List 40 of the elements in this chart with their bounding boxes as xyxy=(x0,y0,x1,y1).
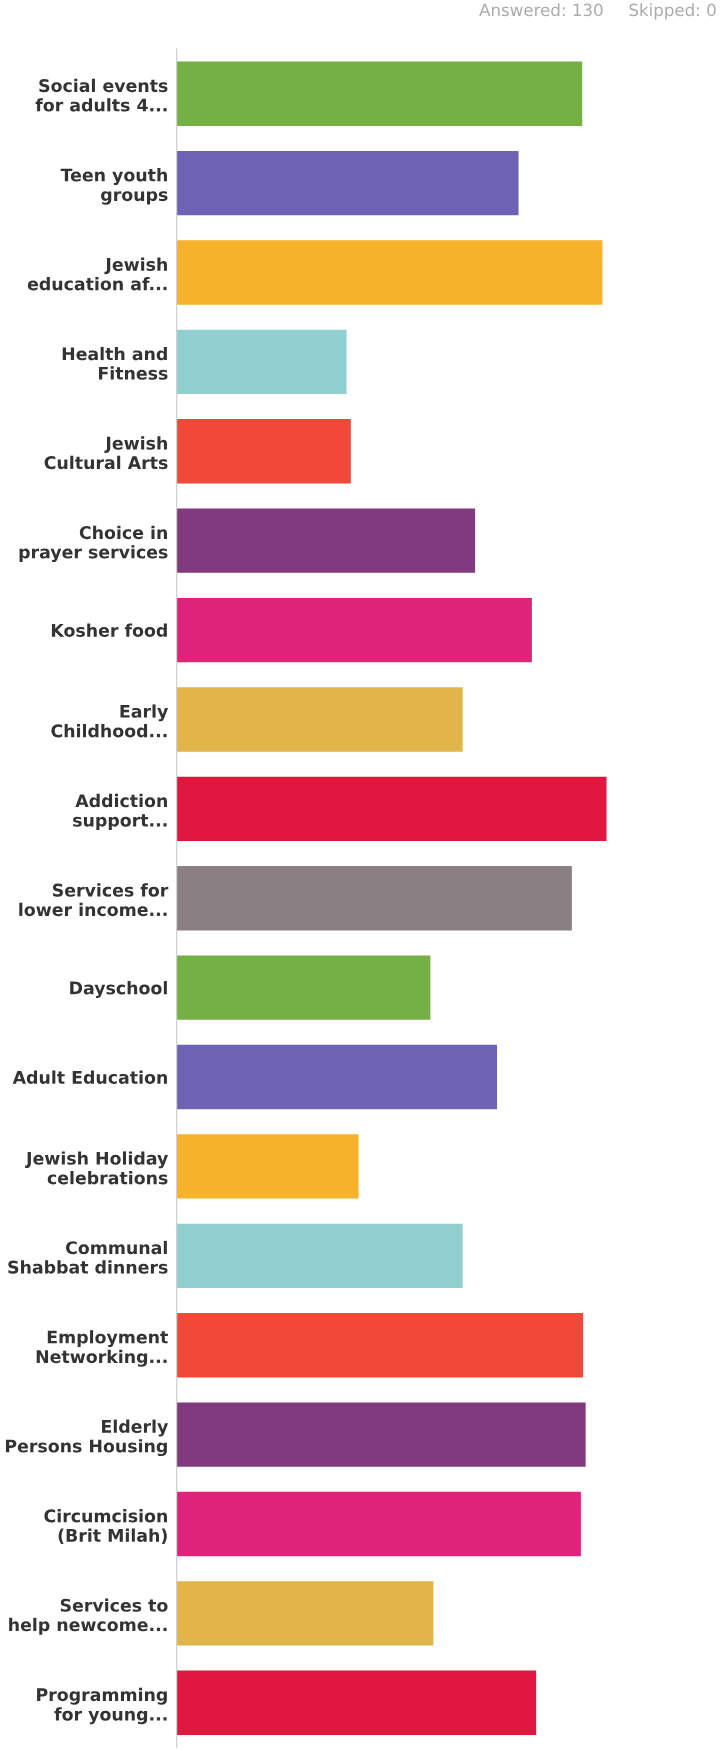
bar xyxy=(176,1134,359,1199)
y-tick-label: Dayschool xyxy=(70,981,167,998)
y-tick-label: Kosher food xyxy=(51,623,167,637)
y-tick-label: Services for lower income... xyxy=(19,883,169,917)
bar xyxy=(176,508,476,573)
y-tick-label: Health and Fitness xyxy=(62,346,168,380)
y-tick-label: Employment Networking... xyxy=(36,1330,168,1367)
bar xyxy=(176,1223,463,1289)
y-tick-label: Addiction support... xyxy=(73,793,167,831)
y-tick-label: Services to help newcome... xyxy=(9,1598,168,1635)
bar xyxy=(176,419,351,484)
bar xyxy=(176,597,532,663)
y-tick-label: Social events for adults 4... xyxy=(35,78,168,112)
y-tick-label: Jewish education af... xyxy=(27,257,167,291)
bar xyxy=(176,776,607,842)
y-tick-label: Early Childhood... xyxy=(51,704,169,738)
bar xyxy=(176,240,603,305)
y-tick-label: Choice in prayer services xyxy=(19,525,168,563)
bar xyxy=(176,866,572,931)
bar xyxy=(176,1581,434,1646)
bar xyxy=(176,1402,586,1467)
y-tick-label: Teen youth groups xyxy=(60,168,168,205)
bar xyxy=(176,61,583,126)
bar xyxy=(176,955,431,1020)
text: Answered: 130 xyxy=(479,3,603,17)
y-tick-label: Jewish Cultural Arts xyxy=(44,436,168,470)
bar xyxy=(176,1491,581,1557)
y-tick-label: Adult Education xyxy=(12,1070,167,1084)
bar xyxy=(176,1044,498,1110)
y-tick-label: Communal Shabbat dinners xyxy=(8,1240,168,1274)
text: Skipped: 0 xyxy=(629,3,716,20)
bar xyxy=(176,1313,584,1378)
bar xyxy=(176,150,519,216)
bar xyxy=(176,329,347,395)
y-tick-label: Elderly Persons Housing xyxy=(5,1419,169,1457)
y-tick-label: Programming for young... xyxy=(37,1687,167,1725)
bar xyxy=(176,1670,537,1735)
bar xyxy=(176,687,463,752)
y-tick-label: Jewish Holiday celebrations xyxy=(25,1151,169,1185)
y-tick-label: Circumcision (Brit Milah) xyxy=(44,1509,167,1544)
